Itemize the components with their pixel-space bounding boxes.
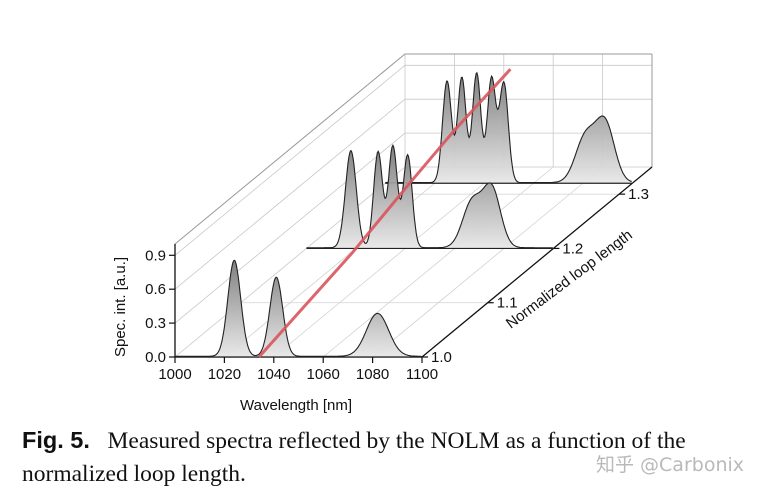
y-tick-label: 0.9 [145,247,166,264]
grid-line [174,98,406,290]
y-tick-label: 0.3 [145,315,166,332]
grid-line [273,166,505,358]
y-tick-label: 0.6 [145,281,166,298]
watermark: 知乎 @Carbonix [596,454,745,476]
x-tick-label: 1020 [208,366,241,383]
trend-line [257,68,512,359]
grid-line [174,132,406,324]
caption-text: Measured spectra reflected by the NOLM a… [22,428,686,487]
x-tick-label: 1060 [307,366,340,383]
x-tick-label: 1040 [257,366,290,383]
grid-line [174,166,406,358]
spectrum-line-z-1.2 [306,144,553,249]
y-tick-label: 0.0 [145,349,166,366]
z-tick-label: 1.1 [497,295,518,312]
z-tick-label: 1.3 [628,186,649,203]
spectrum-fill-z-1.32 [385,72,633,184]
z-tick-label: 1.0 [431,349,452,366]
caption-label: Fig. 5. [22,427,90,453]
box-edge [174,53,406,245]
y-axis-title: Spec. int. [a.u.] [112,257,129,357]
spectrum-line-z-1.32 [385,71,632,184]
x-tick-label: 1000 [158,366,191,383]
grid-line [224,166,455,358]
z-tick-label: 1.2 [562,240,583,257]
x-tick-label: 1080 [356,366,389,383]
figure-caption: Fig. 5. Measured spectra reflected by th… [22,424,762,491]
x-axis-title: Wavelength [nm] [240,397,352,414]
chart-series [175,68,633,359]
spectrum-fill-z-1.2 [306,145,554,249]
chart-ticks: 1000 1020 1040 1060 1080 1100 0.0 0.3 0.6 0.9 1.0 1… [145,186,649,383]
z-axis-line [421,166,653,358]
spectrum-line-z-1 [175,259,422,357]
x-tick-label: 1100 [406,366,438,383]
spectrum-fill-z-1 [175,260,422,357]
grid-line [322,166,554,358]
grid-line [174,64,406,256]
grid-line [372,166,603,358]
